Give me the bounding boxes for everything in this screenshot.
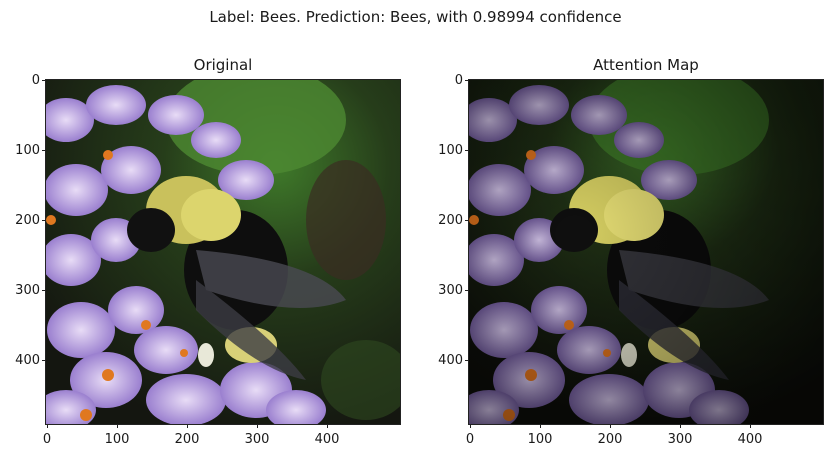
x-tick-mark (680, 424, 681, 428)
x-tick-label: 200 (174, 432, 200, 447)
x-tick-label: 400 (737, 432, 763, 447)
x-tick-label: 100 (527, 432, 553, 447)
panel-title-original: Original (193, 56, 253, 74)
y-tick-label: 100 (15, 143, 40, 158)
y-tick-mark (42, 290, 46, 291)
x-tick-mark (117, 424, 118, 428)
y-tick-mark (465, 150, 469, 151)
x-tick-mark (47, 424, 48, 428)
y-tick-label: 400 (438, 353, 463, 368)
x-tick-label: 300 (667, 432, 693, 447)
y-tick-mark (465, 360, 469, 361)
y-tick-mark (465, 290, 469, 291)
y-tick-label: 400 (15, 353, 40, 368)
y-tick-mark (42, 80, 46, 81)
figure-suptitle: Label: Bees. Prediction: Bees, with 0.98… (209, 8, 622, 26)
x-tick-mark (187, 424, 188, 428)
y-tick-mark (42, 220, 46, 221)
y-tick-label: 0 (454, 73, 463, 88)
x-tick-label: 400 (314, 432, 340, 447)
x-tick-label: 300 (244, 432, 270, 447)
y-tick-label: 0 (31, 73, 40, 88)
x-tick-mark (750, 424, 751, 428)
x-tick-mark (540, 424, 541, 428)
y-tick-label: 200 (438, 213, 463, 228)
x-tick-mark (470, 424, 471, 428)
x-tick-mark (610, 424, 611, 428)
y-tick-mark (465, 80, 469, 81)
bee-photo-original (46, 80, 400, 424)
y-tick-mark (42, 150, 46, 151)
y-tick-label: 300 (438, 283, 463, 298)
bee-photo-attention-map (469, 80, 823, 424)
panel-title-attention-map: Attention Map (593, 56, 699, 74)
y-tick-label: 100 (438, 143, 463, 158)
x-tick-label: 100 (104, 432, 130, 447)
y-tick-mark (42, 360, 46, 361)
image-axes-original (45, 79, 401, 425)
x-tick-label: 0 (42, 432, 52, 447)
x-tick-mark (327, 424, 328, 428)
x-tick-label: 0 (465, 432, 475, 447)
image-axes-attention-map (468, 79, 824, 425)
x-tick-label: 200 (597, 432, 623, 447)
y-tick-mark (465, 220, 469, 221)
y-tick-label: 300 (15, 283, 40, 298)
x-tick-mark (257, 424, 258, 428)
y-tick-label: 200 (15, 213, 40, 228)
